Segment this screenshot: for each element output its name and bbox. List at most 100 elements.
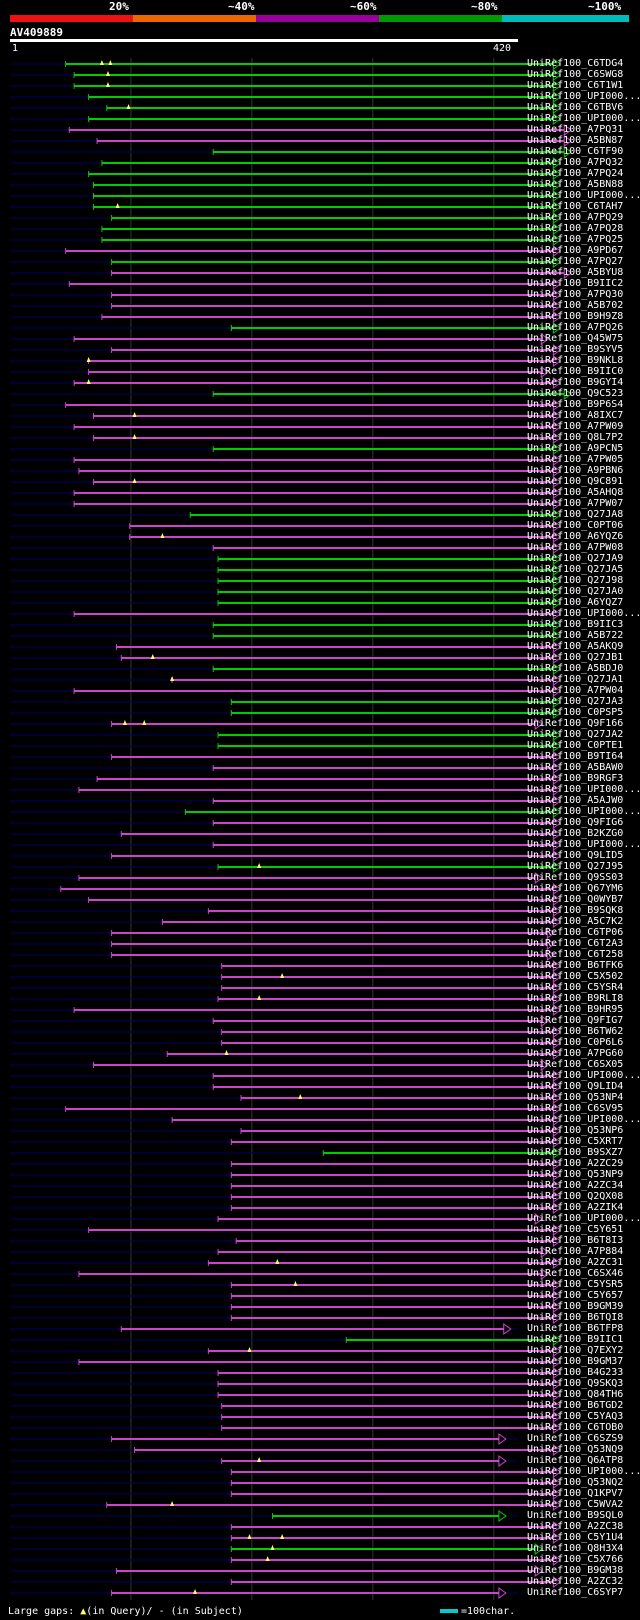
- hit-label[interactable]: UniRef100_B9IIC2: [527, 278, 624, 289]
- hit-label[interactable]: UniRef100_A6YQZ6: [527, 531, 624, 542]
- hit-label[interactable]: UniRef100_B9TI64: [527, 751, 624, 762]
- hit-label[interactable]: UniRef100_B9H9Z8: [527, 311, 624, 322]
- hit-label[interactable]: UniRef100_UPI000...: [527, 1466, 640, 1477]
- hit-label[interactable]: UniRef100_A7PQ27: [527, 256, 624, 267]
- hit-label[interactable]: UniRef100_C0P6L6: [527, 1037, 624, 1048]
- hit-label[interactable]: UniRef100_A9PBN6: [527, 465, 624, 476]
- hit-label[interactable]: UniRef100_C5XRT7: [527, 1136, 624, 1147]
- hit-label[interactable]: UniRef100_A7PQ31: [527, 124, 624, 135]
- hit-label[interactable]: UniRef100_A2ZC29: [527, 1158, 624, 1169]
- hit-label[interactable]: UniRef100_Q9F166: [527, 718, 624, 729]
- hit-label[interactable]: UniRef100_B9NKL8: [527, 355, 624, 366]
- hit-label[interactable]: UniRef100_UPI000...: [527, 1114, 640, 1125]
- hit-label[interactable]: UniRef100_B6TFP8: [527, 1323, 624, 1334]
- hit-label[interactable]: UniRef100_A5AHQ8: [527, 487, 624, 498]
- hit-label[interactable]: UniRef100_A8IXC7: [527, 410, 624, 421]
- hit-label[interactable]: UniRef100_C5Y657: [527, 1290, 624, 1301]
- hit-label[interactable]: UniRef100_B9HR95: [527, 1004, 624, 1015]
- hit-label[interactable]: UniRef100_UPI000...: [527, 839, 640, 850]
- hit-label[interactable]: UniRef100_Q67YM6: [527, 883, 624, 894]
- hit-label[interactable]: UniRef100_Q0WYB7: [527, 894, 624, 905]
- hit-label[interactable]: UniRef100_C5WVA2: [527, 1499, 624, 1510]
- hit-label[interactable]: UniRef100_C6SYP7: [527, 1587, 624, 1598]
- hit-label[interactable]: UniRef100_B9GM38: [527, 1565, 624, 1576]
- hit-label[interactable]: UniRef100_Q1KPV7: [527, 1488, 624, 1499]
- hit-label[interactable]: UniRef100_A9PCN5: [527, 443, 624, 454]
- hit-label[interactable]: UniRef100_C5X502: [527, 971, 624, 982]
- hit-label[interactable]: UniRef100_A6YQZ7: [527, 597, 624, 608]
- hit-label[interactable]: UniRef100_UPI000...: [527, 608, 640, 619]
- hit-label[interactable]: UniRef100_B6TQI8: [527, 1312, 624, 1323]
- hit-label[interactable]: UniRef100_Q84TH6: [527, 1389, 624, 1400]
- hit-label[interactable]: UniRef100_A5B722: [527, 630, 624, 641]
- hit-label[interactable]: UniRef100_B4G233: [527, 1367, 624, 1378]
- hit-label[interactable]: UniRef100_A7PQ30: [527, 289, 624, 300]
- hit-label[interactable]: UniRef100_Q27JA3: [527, 696, 624, 707]
- hit-label[interactable]: UniRef100_A2ZC32: [527, 1576, 624, 1587]
- hit-label[interactable]: UniRef100_A2ZC34: [527, 1180, 624, 1191]
- hit-label[interactable]: UniRef100_B9SYV5: [527, 344, 624, 355]
- hit-label[interactable]: UniRef100_C6TP06: [527, 927, 624, 938]
- hit-label[interactable]: UniRef100_B6TFK6: [527, 960, 624, 971]
- hit-label[interactable]: UniRef100_B9GM37: [527, 1356, 624, 1367]
- hit-label[interactable]: UniRef100_Q53NQ9: [527, 1444, 624, 1455]
- hit-label[interactable]: UniRef100_Q53NP4: [527, 1092, 624, 1103]
- hit-label[interactable]: UniRef100_B9IIC0: [527, 366, 624, 377]
- hit-label[interactable]: UniRef100_Q9SKQ3: [527, 1378, 624, 1389]
- hit-label[interactable]: UniRef100_B9RGF3: [527, 773, 624, 784]
- hit-label[interactable]: UniRef100_B9GYI4: [527, 377, 624, 388]
- hit-label[interactable]: UniRef100_C6SX46: [527, 1268, 624, 1279]
- hit-label[interactable]: UniRef100_Q27JA9: [527, 553, 624, 564]
- hit-label[interactable]: UniRef100_A7PQ28: [527, 223, 624, 234]
- hit-label[interactable]: UniRef100_C6SX05: [527, 1059, 624, 1070]
- hit-label[interactable]: UniRef100_C0PSP5: [527, 707, 624, 718]
- hit-label[interactable]: UniRef100_B9IIC3: [527, 619, 624, 630]
- hit-label[interactable]: UniRef100_Q8L7P2: [527, 432, 624, 443]
- hit-label[interactable]: UniRef100_A7PQ32: [527, 157, 624, 168]
- hit-label[interactable]: UniRef100_A2ZC31: [527, 1257, 624, 1268]
- hit-label[interactable]: UniRef100_Q27JA5: [527, 564, 624, 575]
- hit-label[interactable]: UniRef100_UPI000...: [527, 91, 640, 102]
- hit-label[interactable]: UniRef100_A5AJW0: [527, 795, 624, 806]
- hit-label[interactable]: UniRef100_Q9LID5: [527, 850, 624, 861]
- hit-label[interactable]: UniRef100_Q27JB1: [527, 652, 624, 663]
- hit-label[interactable]: UniRef100_C5X766: [527, 1554, 624, 1565]
- hit-label[interactable]: UniRef100_C6TDG4: [527, 58, 624, 69]
- hit-label[interactable]: UniRef100_A5C7K2: [527, 916, 624, 927]
- hit-label[interactable]: UniRef100_C6T1W1: [527, 80, 624, 91]
- hit-label[interactable]: UniRef100_Q27JA2: [527, 729, 624, 740]
- hit-label[interactable]: UniRef100_A7P884: [527, 1246, 624, 1257]
- hit-label[interactable]: UniRef100_C6SWG8: [527, 69, 624, 80]
- hit-label[interactable]: UniRef100_A5BN88: [527, 179, 624, 190]
- hit-label[interactable]: UniRef100_Q27J98: [527, 575, 624, 586]
- hit-label[interactable]: UniRef100_Q45W75: [527, 333, 624, 344]
- hit-label[interactable]: UniRef100_C6TF90: [527, 146, 624, 157]
- hit-label[interactable]: UniRef100_C6SV95: [527, 1103, 624, 1114]
- hit-label[interactable]: UniRef100_B9SQK8: [527, 905, 624, 916]
- hit-label[interactable]: UniRef100_Q27JA8: [527, 509, 624, 520]
- hit-label[interactable]: UniRef100_UPI000...: [527, 1213, 640, 1224]
- hit-label[interactable]: UniRef100_A5BYU8: [527, 267, 624, 278]
- hit-label[interactable]: UniRef100_Q9SS03: [527, 872, 624, 883]
- hit-label[interactable]: UniRef100_C6SZS9: [527, 1433, 624, 1444]
- hit-label[interactable]: UniRef100_A7PQ24: [527, 168, 624, 179]
- hit-label[interactable]: UniRef100_Q53NQ2: [527, 1477, 624, 1488]
- hit-label[interactable]: UniRef100_Q2QX08: [527, 1191, 624, 1202]
- hit-label[interactable]: UniRef100_A9PD67: [527, 245, 624, 256]
- hit-label[interactable]: UniRef100_Q27J95: [527, 861, 624, 872]
- hit-label[interactable]: UniRef100_C0PT06: [527, 520, 624, 531]
- hit-label[interactable]: UniRef100_B6TGD2: [527, 1400, 624, 1411]
- hit-label[interactable]: UniRef100_Q7EXY2: [527, 1345, 624, 1356]
- hit-label[interactable]: UniRef100_B9P6S4: [527, 399, 624, 410]
- hit-label[interactable]: UniRef100_C5Y1U4: [527, 1532, 624, 1543]
- hit-label[interactable]: UniRef100_A7PW05: [527, 454, 624, 465]
- hit-label[interactable]: UniRef100_C6TOB0: [527, 1422, 624, 1433]
- hit-label[interactable]: UniRef100_Q27JA0: [527, 586, 624, 597]
- hit-label[interactable]: UniRef100_A7PQ25: [527, 234, 624, 245]
- hit-label[interactable]: UniRef100_B9IIC1: [527, 1334, 624, 1345]
- hit-label[interactable]: UniRef100_A2ZIK4: [527, 1202, 624, 1213]
- hit-label[interactable]: UniRef100_A5BAW0: [527, 762, 624, 773]
- hit-label[interactable]: UniRef100_C5YSR4: [527, 982, 624, 993]
- hit-label[interactable]: UniRef100_C5YSR5: [527, 1279, 624, 1290]
- hit-label[interactable]: UniRef100_A5BN87: [527, 135, 624, 146]
